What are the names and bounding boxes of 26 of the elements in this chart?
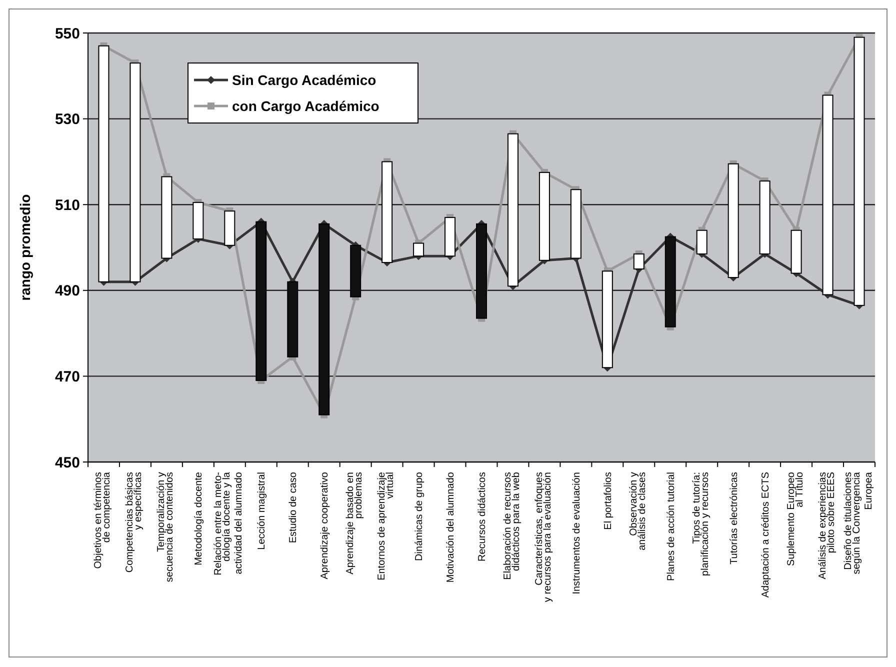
x-tick-label: Observación y análisis de clases (628, 472, 648, 550)
x-tick-label: Motivación del alumnado (446, 472, 457, 583)
x-tick-label: Lección magistral (256, 472, 268, 550)
x-tick-label: Adaptación a créditos ECTS (760, 472, 772, 598)
y-tick-label: 510 (54, 196, 80, 214)
x-tick-label: Recursos didácticos (477, 472, 488, 562)
x-tick-label: Aprendizaje basado en problemas (345, 472, 365, 574)
y-tick-label: 470 (54, 368, 80, 386)
x-tick-label: El portafolios (602, 472, 614, 530)
y-tick-label: 490 (54, 282, 80, 300)
y-axis-title: rango promedio (17, 194, 33, 301)
legend-label: con Cargo Académico (232, 98, 380, 114)
x-tick-label: Elaboración de recursos didácticos para la web (502, 472, 522, 580)
x-tick-label: Dinámicas de grupo (414, 472, 426, 561)
x-tick-label: Planes de acción tutorial (666, 472, 677, 581)
x-tick-label: Instrumentos de evaluación (571, 472, 582, 594)
x-tick-label: Objetivos en términos de competencia (93, 472, 113, 569)
y-tick-label: 450 (54, 454, 80, 472)
x-tick-label: Tutorías electrónicas (728, 472, 740, 564)
x-tick-label: Metodología docente (194, 472, 205, 566)
x-tick-label: Suplemento Europeo al Título (786, 472, 806, 566)
x-tick-label: Estudio de caso (288, 472, 300, 544)
y-tick-label: 530 (54, 111, 80, 128)
x-tick-label: Aprendizaje cooperativo (320, 472, 331, 580)
legend-label: Sin Cargo Académico (232, 72, 376, 88)
y-tick-label: 550 (54, 25, 80, 42)
